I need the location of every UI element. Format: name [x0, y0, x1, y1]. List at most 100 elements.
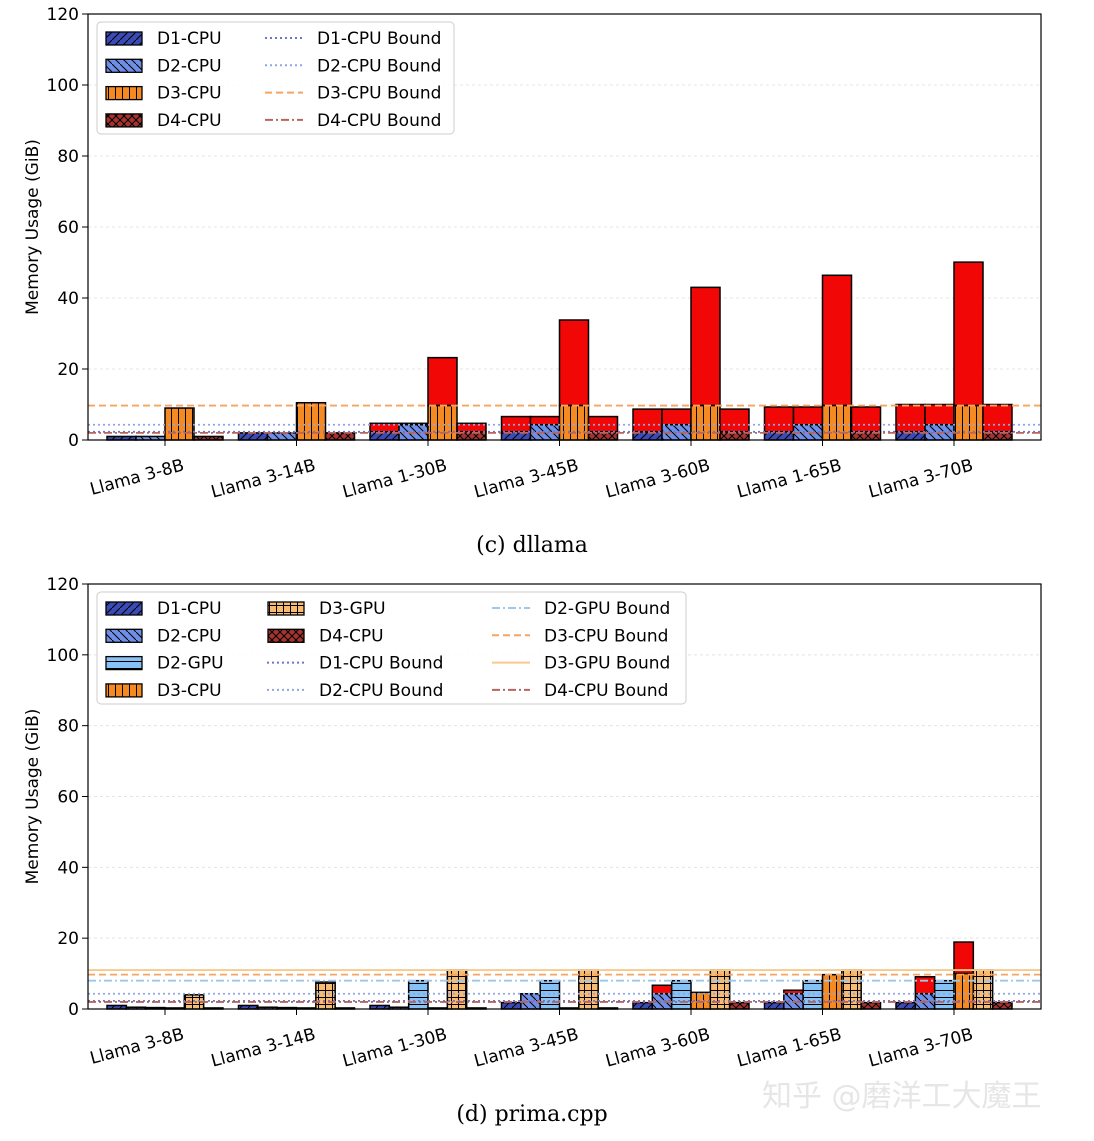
bar-hatch-d3-gpu — [184, 994, 204, 1009]
y-axis-label: Memory Usage (GiB) — [23, 139, 43, 315]
bar-hatch-d1-cpu — [764, 431, 794, 440]
dllama-chart: 0 20 40 60 80 100 120 Memory Usage (GiB) Llama 3… — [23, 5, 1042, 503]
y-tick-label: 60 — [57, 218, 79, 238]
bar-overflow-d1-cpu — [632, 408, 663, 433]
bar-hatch-d2-cpu — [257, 1007, 278, 1009]
bar-hatch-d3-cpu — [428, 405, 457, 440]
y-axis-label: Memory Usage (GiB) — [23, 709, 43, 885]
x-tick-label: Llama 3-45B — [472, 456, 581, 503]
bar-hatch-d2-gpu — [408, 980, 428, 1009]
x-tick-label: Llama 3-14B — [209, 456, 318, 503]
legend-label-d1-cpu: D1-CPU — [157, 599, 222, 619]
bar-hatch-d3-cpu — [296, 402, 326, 440]
bar-hatch-d3-gpu — [447, 970, 467, 1009]
legend-label-d3-cpu: D3-CPU — [157, 84, 222, 104]
bar-hatch-d2-gpu — [671, 980, 691, 1009]
bar-hatch-d1-cpu — [370, 1005, 390, 1009]
legend-label-d2-gpu: D2-GPU — [157, 654, 224, 674]
bar-hatch-d3-gpu — [973, 970, 993, 1009]
legend-label-d4-cpu-bound: D4-CPU Bound — [544, 681, 668, 701]
y-tick-label: 100 — [47, 646, 79, 666]
legend-label-d3-cpu-bound: D3-CPU Bound — [544, 626, 668, 646]
bar-hatch-d1-cpu — [633, 1002, 653, 1009]
legend-label-d3-gpu-bound: D3-GPU Bound — [544, 654, 670, 674]
legend-box — [96, 21, 455, 135]
legend-swatch-hatch-d2-cpu — [106, 629, 142, 643]
bar-hatch-d4-cpu — [457, 431, 486, 440]
bar-overflow-d2-cpu — [651, 984, 673, 995]
bar-overflow-d2-cpu — [529, 415, 561, 426]
bar-hatch-d1-cpu — [107, 1005, 127, 1009]
bar-overflow-d3-cpu — [427, 356, 458, 407]
bar-hatch-d2-gpu — [277, 1007, 297, 1009]
y-tick-label: 100 — [47, 76, 79, 96]
bar-hatch-d1-cpu — [896, 1002, 916, 1009]
bar-hatch-d3-gpu — [578, 970, 599, 1009]
legend-box — [96, 591, 687, 705]
bar-hatch-d1-cpu — [501, 1002, 521, 1009]
bar-hatch-d4-cpu — [720, 431, 749, 440]
bar-hatch-d2-cpu — [136, 436, 165, 440]
x-tick-label: Llama 3-70B — [867, 456, 976, 503]
legend-label-d2-cpu: D2-CPU — [157, 626, 222, 646]
bar-hatch-d2-gpu — [540, 980, 560, 1009]
bar-hatch-d3-cpu — [691, 405, 720, 440]
y-tick-label: 80 — [57, 717, 79, 737]
y-tick-label: 0 — [68, 1000, 79, 1020]
bar-hatch-d4-cpu — [983, 431, 1012, 440]
bar-hatch-d3-cpu — [559, 405, 589, 440]
legend-label-d2-cpu-bound: D2-CPU Bound — [317, 56, 441, 76]
x-tick-label: Llama 3-60B — [604, 1025, 713, 1072]
bar-hatch-d3-cpu — [691, 992, 711, 1009]
legend-label-d1-cpu: D1-CPU — [157, 29, 222, 49]
legend-swatch-hatch-d4-cpu — [268, 629, 304, 643]
bar-hatch-d1-cpu — [238, 1005, 258, 1009]
bar-hatch-d1-cpu — [501, 431, 531, 440]
y-tick-label: 20 — [57, 929, 79, 949]
bar-hatch-d2-gpu — [803, 980, 823, 1009]
bar-hatch-d3-cpu — [822, 405, 852, 440]
bar-hatch-d1-cpu — [238, 432, 268, 440]
legend-swatch-hatch-d1-cpu — [106, 32, 142, 45]
bar-hatch-d2-gpu — [934, 980, 954, 1009]
legend-label-d4-cpu: D4-CPU — [157, 111, 222, 131]
bar-hatch-d2-cpu — [520, 993, 541, 1009]
bar-overflow-d1-cpu — [895, 403, 926, 433]
bar-hatch-d2-cpu — [389, 1007, 409, 1009]
bar-hatch-d3-gpu — [710, 970, 730, 1009]
bar-hatch-d2-gpu — [145, 1007, 165, 1009]
y-tick-label: 0 — [68, 431, 79, 451]
plot-frame — [87, 13, 1042, 441]
y-tick-label: 20 — [57, 360, 79, 380]
legend-swatch-hatch-d1-cpu — [106, 602, 142, 615]
bar-hatch-d4-cpu — [861, 1002, 881, 1009]
prima-cpp-chart: 0 20 40 60 80 100 120 Memory Usage (GiB) Llama 3… — [23, 575, 1042, 1072]
legend-swatch-hatch-d3-cpu — [106, 86, 142, 100]
y-tick-label: 40 — [57, 858, 79, 878]
bar-hatch-d1-cpu — [764, 1002, 784, 1009]
bar-overflow-d4-cpu — [850, 406, 882, 433]
legend-label-d2-gpu-bound: D2-GPU Bound — [544, 599, 670, 619]
x-tick-label: Llama 1-65B — [735, 1025, 844, 1072]
prima-cpp-caption: (d) prima.cpp — [456, 1102, 607, 1127]
bar-overflow-d3-cpu — [690, 286, 721, 407]
x-tick-label: Llama 3-60B — [604, 456, 713, 503]
y-tick-label: 120 — [47, 5, 79, 25]
bar-hatch-d3-gpu — [841, 970, 862, 1009]
bar-hatch-d3-cpu — [954, 973, 974, 1009]
bar-hatch-d3-cpu — [822, 974, 842, 1009]
bar-overflow-d1-cpu — [500, 415, 532, 433]
legend-label-d3-cpu: D3-CPU — [157, 681, 222, 701]
legend-label-d1-cpu-bound: D1-CPU Bound — [317, 29, 441, 49]
bar-overflow-d2-cpu — [661, 408, 692, 426]
bar-hatch-d1-cpu — [633, 431, 662, 440]
y-tick-label: 120 — [47, 575, 79, 595]
bar-hatch-d2-cpu — [652, 993, 672, 1009]
legend-swatch-hatch-d3-cpu — [106, 683, 142, 697]
legend-swatch-hatch-d2-cpu — [106, 59, 142, 73]
plot-frame — [87, 583, 1042, 1010]
bar-overflow-d3-cpu — [953, 261, 984, 407]
bar-hatch-d1-cpu — [896, 431, 925, 440]
y-tick-label: 80 — [57, 147, 79, 167]
